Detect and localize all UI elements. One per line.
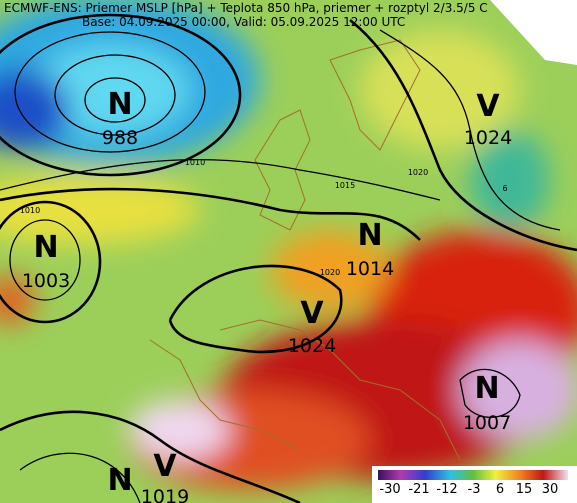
legend-label: -21 bbox=[408, 482, 429, 497]
center-symbol: N bbox=[107, 87, 132, 122]
legend: -30 -21 -12 -3 6 15 30 bbox=[372, 466, 577, 503]
coastlines bbox=[149, 39, 461, 461]
center-symbol: N bbox=[107, 463, 132, 498]
legend-label: -12 bbox=[436, 482, 457, 497]
center-pressure: 988 bbox=[102, 127, 138, 149]
title: ECMWF-ENS: Priemer MSLP [hPa] + Teplota … bbox=[4, 1, 488, 15]
center-symbol: V bbox=[300, 296, 324, 331]
legend-label: 15 bbox=[516, 482, 533, 497]
center-pressure: 1003 bbox=[22, 270, 70, 292]
legend-colorbar bbox=[378, 470, 568, 480]
center-pressure: 1007 bbox=[463, 412, 511, 434]
subtitle: Base: 04.09.2025 00:00, Valid: 05.09.202… bbox=[82, 15, 405, 29]
legend-label: -3 bbox=[468, 482, 481, 497]
center-pressure: 1014 bbox=[346, 258, 394, 280]
center-symbol: N bbox=[33, 230, 58, 265]
center-symbol: V bbox=[476, 89, 500, 124]
center-symbol: N bbox=[474, 371, 499, 406]
legend-label: -30 bbox=[379, 482, 400, 497]
contour-label: 6 bbox=[502, 184, 507, 193]
contour-label: 1020 bbox=[320, 268, 340, 277]
center-pressure: 1024 bbox=[464, 127, 512, 149]
contour-label: 1010 bbox=[20, 206, 40, 215]
legend-label: 30 bbox=[542, 482, 559, 497]
contour-label: 1020 bbox=[408, 168, 428, 177]
center-pressure: 1019 bbox=[141, 486, 189, 503]
legend-label: 6 bbox=[496, 482, 504, 497]
center-symbol: N bbox=[357, 218, 382, 253]
center-symbol: V bbox=[153, 449, 177, 484]
contour-label: 1015 bbox=[335, 181, 355, 190]
center-pressure: 1024 bbox=[288, 335, 336, 357]
contour-label: 1010 bbox=[185, 158, 205, 167]
isobars bbox=[0, 13, 577, 503]
